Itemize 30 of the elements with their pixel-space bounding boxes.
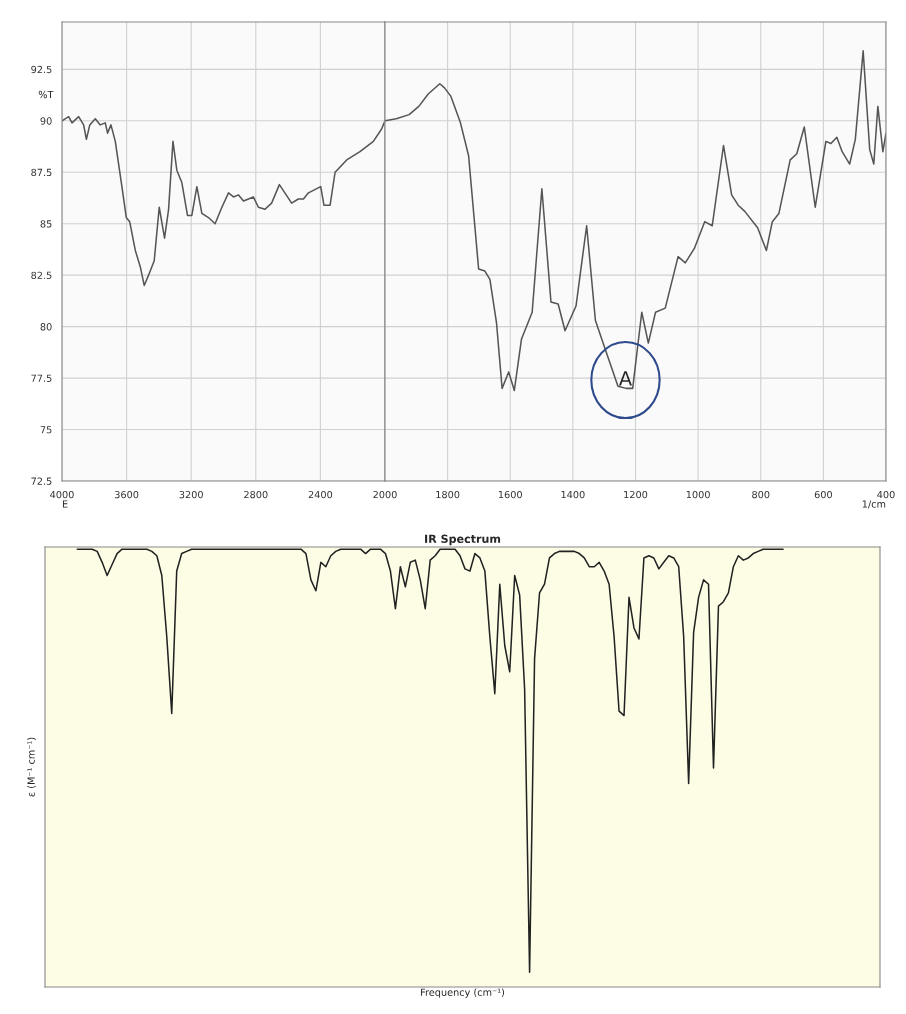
x-tick-label: 1600	[498, 490, 522, 499]
y-tick-label: 82.5	[31, 271, 52, 279]
y-tick-label: 92.5	[31, 65, 52, 74]
x-tick-label: 1000	[686, 490, 710, 499]
y-axis-title: ε (M⁻¹ cm⁻¹)	[27, 737, 36, 797]
x-axis-title: 1/cm	[862, 500, 886, 509]
y-tick-label: 87.5	[31, 168, 52, 177]
y-tick-label: 85	[40, 220, 52, 228]
y-tick-label: 72.5	[31, 477, 52, 485]
y-axis-title: %T	[38, 90, 54, 99]
chart-title: IR Spectrum	[425, 534, 501, 546]
x-tick-label: 400	[877, 490, 895, 499]
x-tick-label: 2800	[244, 490, 268, 499]
x-tick-label: 2400	[308, 490, 333, 499]
y-tick-label: 90	[40, 117, 52, 125]
x-axis-title: Frequency (cm⁻¹)	[421, 988, 505, 998]
y-tick-label: 77.5	[31, 374, 52, 382]
y-tick-label: 80	[40, 323, 52, 331]
x-tick-label: 1400	[561, 490, 585, 499]
x-tick-label: 3600	[114, 490, 139, 499]
y-tick-label: 75	[40, 426, 52, 434]
x-tick-label: 1200	[624, 490, 648, 499]
x-tick-label: 4000	[50, 490, 74, 499]
x-tick-label: 600	[814, 490, 833, 499]
x-tick-label: 1800	[436, 490, 460, 499]
x-axis-title: E	[62, 500, 68, 508]
annotation: A	[618, 371, 632, 386]
x-tick-label: 3200	[179, 490, 203, 499]
x-tick-label: 800	[752, 490, 770, 499]
x-tick-label: 2000	[373, 490, 397, 499]
